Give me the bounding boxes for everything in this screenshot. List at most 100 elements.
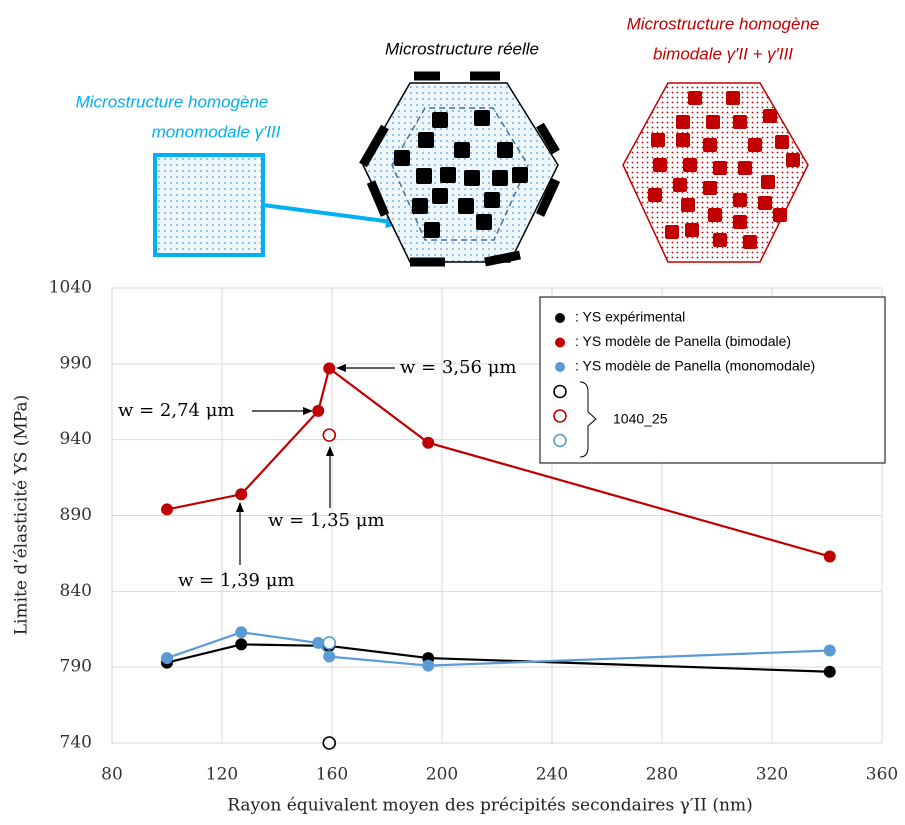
precipitate bbox=[706, 115, 720, 129]
precipitate bbox=[786, 153, 800, 167]
illustration-label: Microstructure homogène bbox=[627, 14, 820, 33]
precipitate bbox=[713, 233, 727, 247]
bimodal-precipitates bbox=[648, 91, 800, 249]
data-point bbox=[161, 503, 173, 516]
y-tick-label: 790 bbox=[60, 657, 92, 677]
precipitate bbox=[733, 193, 747, 207]
precipitate bbox=[432, 112, 448, 128]
precipitate bbox=[703, 138, 717, 152]
data-point bbox=[422, 436, 435, 449]
illustrations: Microstructure homogène monomodale γ′III… bbox=[76, 14, 820, 267]
x-tick-label: 360 bbox=[866, 765, 898, 785]
precipitate bbox=[748, 138, 762, 152]
legend-label: : YS expérimental bbox=[575, 309, 685, 325]
precipitate bbox=[653, 158, 667, 172]
x-axis-label: Rayon équivalent moyen des précipités se… bbox=[227, 796, 753, 816]
x-tick-label: 240 bbox=[536, 765, 568, 785]
data-point bbox=[823, 665, 836, 678]
edge-precipitates bbox=[359, 71, 561, 267]
y-tick-label: 940 bbox=[60, 429, 92, 449]
precipitate bbox=[464, 170, 480, 186]
legend-box bbox=[539, 296, 886, 464]
data-point bbox=[235, 626, 248, 639]
precipitate bbox=[512, 167, 528, 183]
x-tick-label: 200 bbox=[426, 765, 458, 785]
edge-precipitate bbox=[484, 250, 521, 267]
data-point bbox=[823, 644, 836, 657]
edge-precipitate bbox=[366, 180, 390, 217]
edge-precipitate bbox=[359, 124, 389, 168]
data-point bbox=[823, 550, 836, 563]
precipitate bbox=[708, 208, 722, 222]
legend-marker bbox=[555, 362, 565, 372]
precipitate bbox=[474, 110, 490, 126]
illustration-label: Microstructure homogène bbox=[76, 92, 269, 111]
data-point bbox=[235, 638, 248, 651]
open-point bbox=[322, 636, 337, 650]
y-tick-label: 1040 bbox=[49, 278, 92, 298]
precipitate bbox=[726, 91, 740, 105]
precipitate bbox=[676, 133, 690, 147]
legend-marker bbox=[553, 384, 567, 399]
legend-marker bbox=[555, 337, 565, 348]
annotation: w = 3,56 μm bbox=[400, 357, 517, 378]
precipitate bbox=[713, 161, 727, 175]
annotation: w = 2,74 μm bbox=[118, 400, 235, 421]
data-point bbox=[312, 636, 325, 649]
precipitate bbox=[773, 208, 787, 222]
precipitate bbox=[454, 142, 470, 158]
monomodal-square bbox=[153, 153, 265, 257]
legend-marker bbox=[555, 313, 565, 323]
edge-precipitate bbox=[536, 122, 560, 155]
precipitate bbox=[651, 133, 665, 147]
tick-labels: 740 790 840 890 940 990 1040 80 120 160 200 240 280 3… bbox=[49, 278, 898, 785]
x-tick-label: 120 bbox=[206, 765, 238, 785]
series-line bbox=[166, 631, 830, 667]
precipitate bbox=[418, 132, 434, 148]
precipitate bbox=[688, 91, 702, 105]
precipitate bbox=[416, 168, 432, 184]
legend-label: : YS modèle de Panella (bimodale) bbox=[575, 333, 791, 349]
y-tick-label: 740 bbox=[60, 733, 92, 753]
data-point bbox=[312, 404, 325, 417]
precipitate bbox=[673, 178, 687, 192]
y-axis-label: Limite d’élasticité YS (MPa) bbox=[12, 395, 32, 636]
precipitate bbox=[665, 225, 679, 239]
precipitate bbox=[432, 188, 448, 204]
precipitate bbox=[703, 181, 717, 195]
y-tick-label: 990 bbox=[60, 353, 92, 373]
data-point bbox=[235, 488, 248, 501]
precipitate bbox=[685, 223, 699, 237]
legend-bracket bbox=[579, 381, 597, 458]
precipitate bbox=[758, 196, 772, 210]
precipitate bbox=[763, 109, 777, 123]
precipitate bbox=[440, 167, 456, 183]
precipitate bbox=[733, 115, 747, 129]
y-tick-label: 840 bbox=[60, 581, 92, 601]
precipitate bbox=[681, 198, 695, 212]
legend-label: : YS modèle de Panella (monomodale) bbox=[575, 358, 815, 374]
legend-group-label: 1040_25 bbox=[613, 411, 668, 427]
annotation: w = 1,35 μm bbox=[268, 510, 385, 531]
illustration-arrow bbox=[262, 203, 402, 229]
open-point bbox=[322, 428, 337, 442]
precipitate bbox=[476, 214, 492, 230]
annotation: w = 1,39 μm bbox=[178, 570, 295, 591]
precipitate bbox=[458, 198, 474, 214]
inner-hexagon bbox=[391, 107, 529, 241]
legend: : YS expérimental : YS modèle de Panella … bbox=[539, 296, 886, 464]
precipitate bbox=[648, 188, 662, 202]
illustration-label: monomodale γ′III bbox=[152, 122, 281, 141]
annotations: w = 3,56 μm w = 2,74 μm w = 1,35 μm w = 1,3… bbox=[118, 357, 517, 591]
legend-marker bbox=[553, 433, 567, 448]
x-tick-label: 160 bbox=[316, 765, 348, 785]
real-precipitates bbox=[394, 110, 528, 238]
series-line bbox=[166, 366, 831, 558]
x-tick-label: 80 bbox=[101, 765, 123, 785]
illustration-label: Microstructure réelle bbox=[385, 39, 539, 58]
precipitate bbox=[683, 158, 697, 172]
precipitate bbox=[743, 235, 757, 249]
legend-marker bbox=[553, 409, 567, 423]
illustration-label: bimodale γ′II + γ′III bbox=[653, 44, 793, 63]
